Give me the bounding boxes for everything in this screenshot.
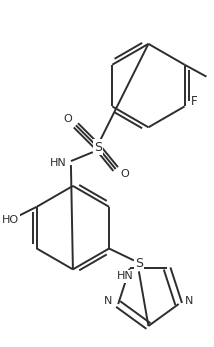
Text: N: N — [184, 296, 193, 306]
Text: HN: HN — [116, 271, 133, 281]
Text: S: S — [94, 141, 102, 154]
Text: HO: HO — [1, 215, 19, 225]
Text: O: O — [120, 169, 129, 179]
Text: HN: HN — [50, 158, 66, 168]
Text: S: S — [135, 257, 143, 270]
Text: F: F — [191, 95, 198, 108]
Text: N: N — [104, 296, 112, 306]
Text: O: O — [64, 115, 72, 124]
